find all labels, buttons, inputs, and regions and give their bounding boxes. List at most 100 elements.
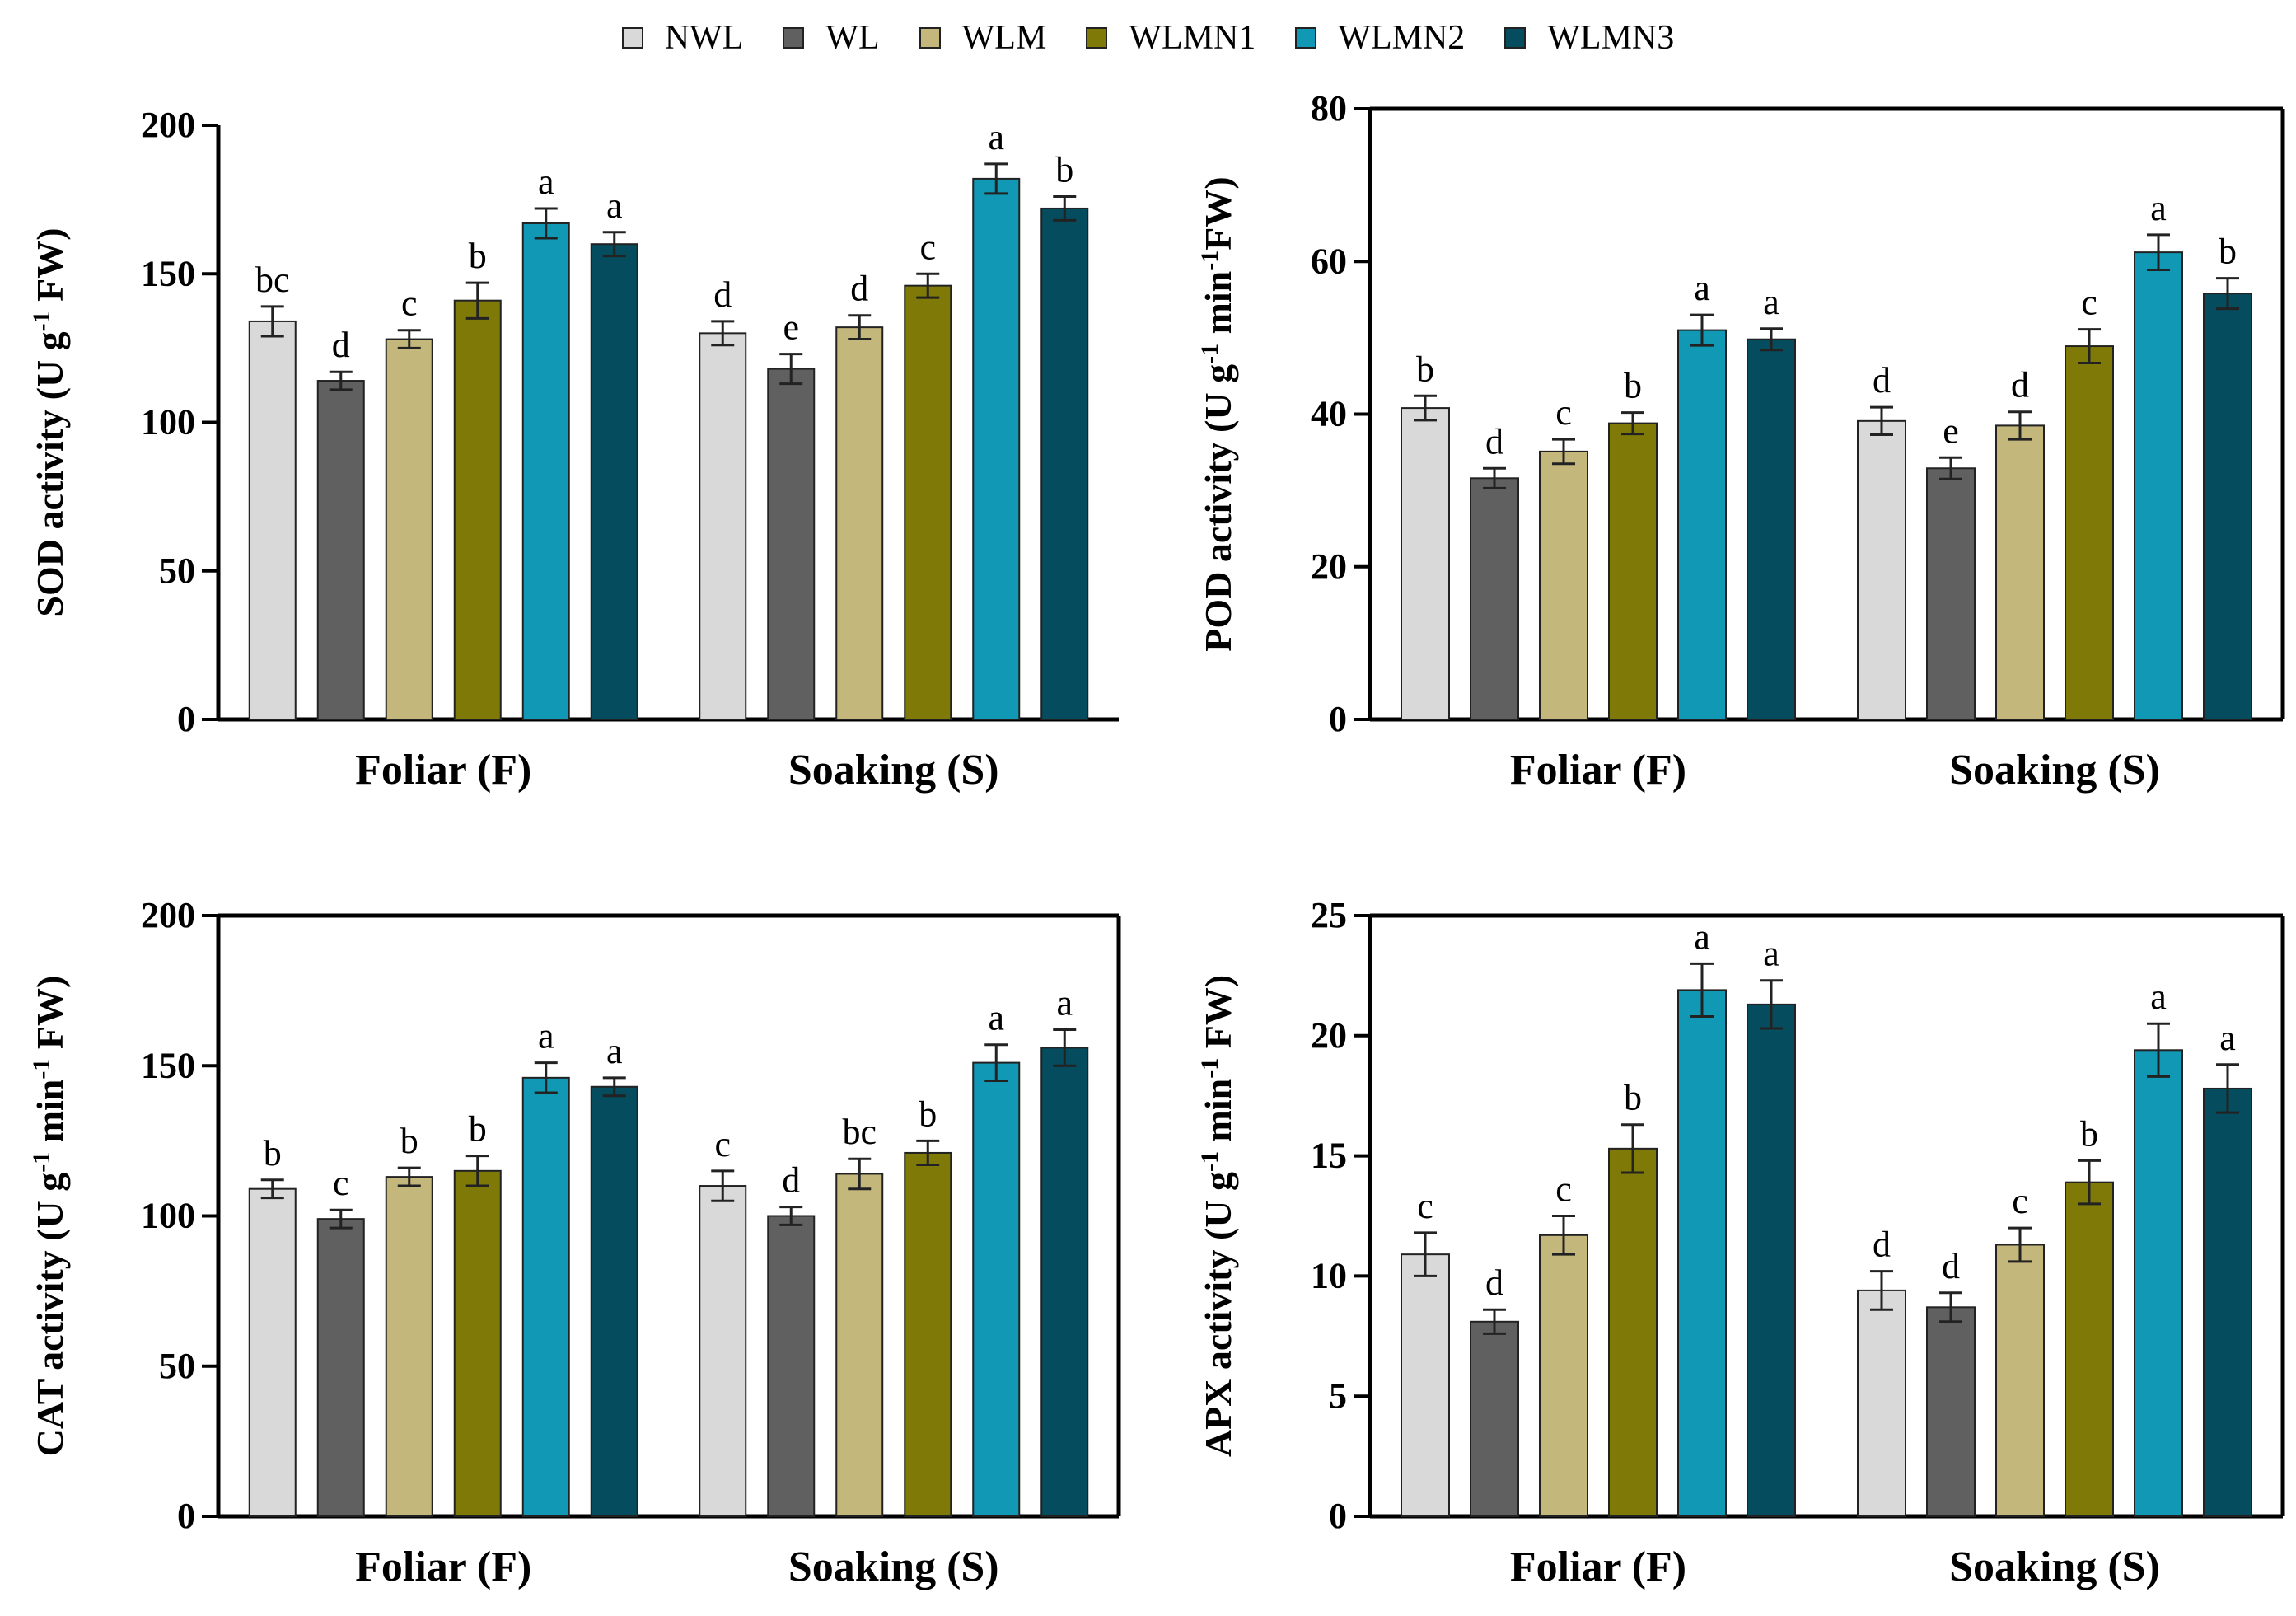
bar-wlm [1539,1234,1588,1517]
bar-wlm [835,326,884,720]
error-bar [2078,1159,2101,1206]
significance-letter: b [1624,1078,1642,1118]
significance-letter: b [469,1109,487,1150]
significance-letter: d [782,1160,800,1201]
error-bar [1690,962,1714,1018]
bar-wlmn1 [1608,1147,1658,1518]
significance-letter: a [2150,188,2167,228]
significance-letter: d [2011,365,2029,405]
error-bar [1760,327,1783,352]
error-bar [779,1206,803,1226]
error-bar [916,1139,940,1167]
bar-nwl [1857,419,1906,720]
y-tick-label: 10 [1311,1255,1347,1295]
significance-letter: a [1763,282,1779,322]
bar-wlmn2 [521,222,570,720]
error-bar [1414,1231,1437,1277]
bar-nwl [699,332,747,720]
y-tick-label: 20 [1311,1015,1347,1056]
error-bar [2008,1226,2032,1263]
y-tick-label: 40 [1311,394,1347,434]
y-axis-label: POD activity (U g-1 min-1FW) [1196,176,1239,651]
legend-swatch-wlmn3 [1504,27,1527,49]
significance-letter: a [988,998,1004,1038]
error-bar [916,272,940,299]
bar-wl [767,1215,816,1517]
legend-item-nwl: NWL [621,18,744,58]
significance-letter: d [332,325,350,365]
significance-letter: a [2150,977,2167,1017]
y-axis-label-part: POD activity (U g [1197,364,1239,652]
bar-wlm [385,338,433,720]
significance-letter: a [606,185,623,226]
significance-letter: d [1485,1262,1503,1303]
legend-label-nwl: NWL [664,19,744,57]
bar-wlmn3 [1747,1003,1796,1517]
x-category-label: Foliar (F) [355,747,531,794]
significance-letter: e [1943,410,1959,451]
error-bar [534,207,558,240]
bar-wlm [835,1173,884,1517]
significance-letter: d [1485,421,1503,461]
error-bar [1483,1308,1506,1335]
bar-wlmn3 [2203,1087,2252,1517]
bar-wlmn2 [972,1061,1021,1517]
error-bar [329,1208,353,1230]
significance-letter: c [401,283,418,324]
error-bar [1760,979,1783,1030]
y-tick-label: 100 [141,1196,195,1236]
y-tick-label: 15 [1311,1136,1347,1176]
significance-letter: b [919,1094,937,1134]
y-axis-label-part: CAT activity (U g [29,1173,71,1457]
y-tick-label: 20 [1311,546,1347,587]
y-axis-label-superscript: -1 [1196,344,1223,364]
y-tick-label: 150 [141,1045,195,1085]
x-category-label: Soaking (S) [1949,1543,2160,1590]
bar-nwl [699,1185,747,1518]
significance-letter: a [538,1016,554,1056]
bar-nwl [1857,1289,1906,1517]
error-bar [329,370,353,391]
legend-item-wlm: WLM [919,18,1046,58]
bar-wlmn1 [2065,1181,2114,1518]
significance-letter: c [2081,283,2097,323]
bar-wlmn3 [590,243,638,720]
y-axis-label: CAT activity (U g-1 min-1 FW) [28,976,71,1457]
y-axis-label-superscript: -1 [28,1059,55,1080]
bar-wlmn3 [590,1085,638,1517]
error-bar [2147,233,2170,271]
x-category-label: Foliar (F) [355,1543,531,1590]
bar-wlmn2 [2134,251,2183,720]
bar-wlmn2 [1677,989,1727,1517]
error-bar [1053,1028,1077,1067]
y-axis-label-part: min [1197,271,1239,344]
y-axis-label-part: min [1197,1079,1239,1151]
significance-letter: c [1555,1169,1572,1210]
error-bar [711,1169,735,1202]
bar-wlmn1 [904,1151,952,1517]
y-axis-label-superscript: -1 [1196,1058,1223,1079]
bar-wlmn3 [1747,338,1796,720]
y-axis-label: APX activity (U g-1 min-1 FW) [1196,975,1239,1457]
legend-item-wlmn3: WLMN3 [1504,18,1674,58]
significance-letter: e [783,307,799,348]
significance-letter: c [1555,392,1572,433]
legend-swatch-wlmn2 [1295,27,1317,49]
bar-wlmn1 [2065,345,2114,720]
legend-label-wlmn3: WLMN3 [1547,19,1675,57]
y-tick-label: 100 [141,402,195,443]
y-tick-label: 0 [1329,1496,1347,1536]
y-tick-label: 0 [1329,699,1347,739]
significance-letter: b [2080,1113,2098,1154]
error-bar [2008,410,2032,441]
legend-label-wlmn1: WLMN1 [1129,19,1256,57]
bar-wlmn1 [453,1169,502,1517]
bar-wlm [1995,424,2045,720]
error-bar [2216,277,2239,311]
significance-letter: a [1694,268,1710,308]
significance-letter: b [469,236,487,276]
bar-wlmn2 [1677,329,1727,720]
bar-wlmn3 [2203,293,2252,720]
